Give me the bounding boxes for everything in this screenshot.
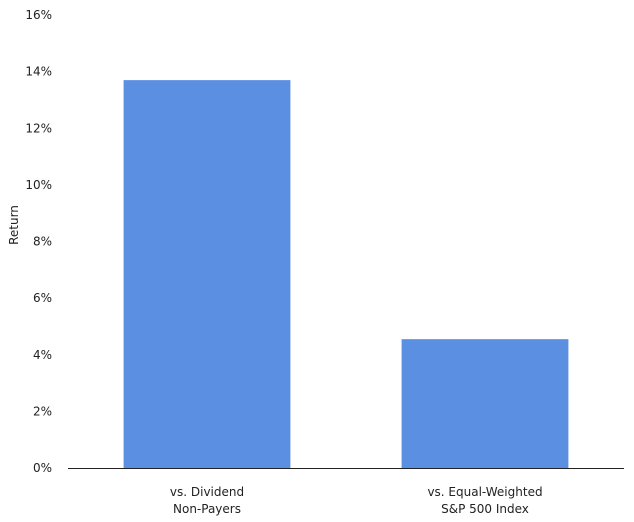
y-tick-label: 14% [25,65,52,79]
y-tick-label: 10% [25,178,52,192]
y-tick-label: 6% [33,291,52,305]
bar [123,80,291,469]
y-tick-label: 12% [25,121,52,135]
y-axis-ticks: 0% 2% 4% 6% 8% 10% 12% 14% 16% [25,8,52,475]
bars-group [123,80,569,469]
y-tick-label: 4% [33,348,52,362]
y-tick-label: 8% [33,235,52,249]
y-tick-label: 2% [33,404,52,418]
x-category-label: Non-Payers [173,502,241,516]
y-tick-label: 16% [25,8,52,22]
x-category-label: S&P 500 Index [441,502,529,516]
x-axis-labels: vs. Dividend Non-Payers vs. Equal-Weighted… [170,485,543,516]
x-category-label: vs. Equal-Weighted [427,485,542,499]
x-category-label: vs. Dividend [170,485,244,499]
y-axis-title: Return [7,205,21,245]
bar [401,339,569,468]
y-tick-label: 0% [33,461,52,475]
